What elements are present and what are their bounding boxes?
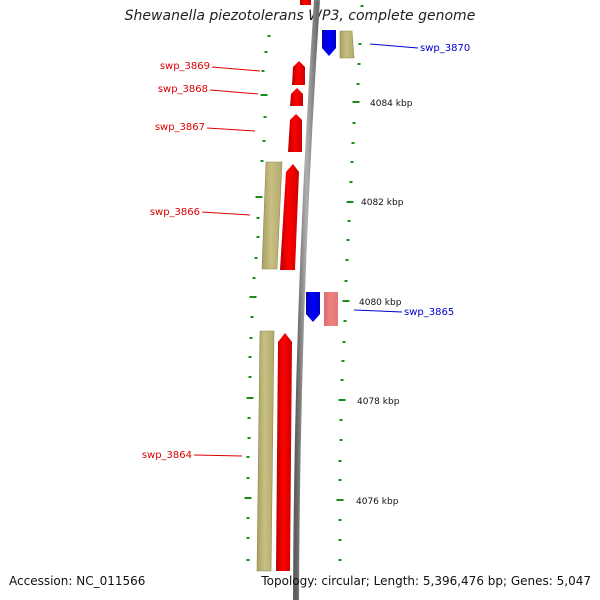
scale-tick [346, 239, 350, 241]
scale-tick [357, 63, 361, 65]
scale-tick [339, 439, 343, 441]
gene-label-leader [211, 66, 261, 72]
scale-tick [249, 296, 257, 298]
cds-arrow-swp_3865[interactable] [306, 292, 320, 322]
gene-label-swp_3870[interactable]: swp_3870 [420, 43, 470, 54]
scale-tick [347, 220, 351, 222]
scale-tick [350, 161, 354, 163]
scale-tick [248, 356, 252, 358]
scale-tick [267, 35, 271, 37]
gene-label-leader [353, 309, 403, 313]
gene-bar-swp_3866[interactable] [261, 161, 283, 270]
scale-tick [338, 399, 346, 401]
scale-tick [248, 376, 252, 378]
scale-tick [246, 559, 250, 561]
genome-backbone [293, 0, 320, 600]
scale-tick [247, 417, 251, 419]
gene-label-leader [201, 211, 251, 216]
scale-tick [358, 43, 362, 45]
gene-label-swp_3868[interactable]: swp_3868 [158, 84, 208, 95]
gene-bar-swp_3870[interactable] [339, 30, 355, 59]
scale-tick [349, 181, 353, 183]
cds-arrow-swp_3869[interactable] [292, 61, 305, 85]
scale-tick [246, 537, 250, 539]
scale-tick [247, 437, 251, 439]
cds-bar-swp_3865[interactable] [324, 292, 338, 326]
scale-label: 4076 kbp [356, 497, 399, 507]
scale-tick [352, 122, 356, 124]
scale-tick [338, 539, 342, 541]
cds-arrow-swp_3867[interactable] [288, 114, 302, 152]
gene-label-leader [209, 89, 259, 95]
scale-tick [244, 497, 252, 499]
gene-label-leader [206, 127, 256, 132]
genome-summary-text: Topology: circular; Length: 5,396,476 bp… [261, 574, 591, 588]
scale-tick [250, 316, 254, 318]
cds-arrow-swp_3870[interactable] [322, 30, 336, 56]
scale-label: 4080 kbp [359, 298, 402, 308]
scale-tick [246, 517, 250, 519]
scale-tick [256, 217, 260, 219]
scale-tick [256, 236, 260, 238]
gene-label-leader [369, 43, 419, 49]
scale-tick [341, 360, 345, 362]
scale-tick [246, 477, 250, 479]
scale-tick [262, 140, 266, 142]
scale-tick [249, 337, 253, 339]
scale-tick [360, 5, 364, 7]
scale-tick [351, 142, 355, 144]
scale-label: 4082 kbp [361, 198, 404, 208]
scale-label: 4078 kbp [357, 397, 400, 407]
gene-label-swp_3867[interactable]: swp_3867 [155, 122, 205, 133]
scale-tick [345, 259, 349, 261]
scale-tick [246, 397, 254, 399]
scale-tick [264, 51, 268, 53]
scale-tick [339, 419, 343, 421]
scale-tick [336, 499, 344, 501]
scale-tick [340, 379, 344, 381]
scale-tick [260, 94, 268, 96]
scale-tick [261, 70, 265, 72]
scale-tick [356, 83, 360, 85]
scale-tick [342, 341, 346, 343]
scale-tick [338, 519, 342, 521]
scale-tick [338, 460, 342, 462]
accession-text: Accession: NC_011566 [9, 574, 146, 588]
gene-bar-swp_3864[interactable] [256, 330, 275, 572]
scale-tick [344, 280, 348, 282]
scale-tick [254, 257, 258, 259]
scale-tick [263, 116, 267, 118]
scale-tick [346, 201, 354, 203]
cds-arrow-upstream[interactable] [300, 0, 311, 5]
scale-tick [338, 559, 342, 561]
scale-tick [260, 160, 264, 162]
map-title: Shewanella piezotolerans WP3, complete g… [124, 8, 476, 24]
scale-tick [252, 277, 256, 279]
scale-tick [338, 479, 342, 481]
cds-arrow-swp_3868[interactable] [290, 88, 303, 106]
scale-tick [352, 101, 360, 103]
scale-tick [255, 196, 263, 198]
gene-label-leader [193, 454, 243, 457]
cds-arrow-swp_3864[interactable] [276, 333, 292, 571]
gene-label-swp_3864[interactable]: swp_3864 [142, 450, 192, 461]
scale-tick [343, 320, 347, 322]
cds-arrow-swp_3866[interactable] [280, 164, 299, 270]
gene-label-swp_3866[interactable]: swp_3866 [150, 207, 200, 218]
scale-tick [342, 300, 350, 302]
scale-label: 4084 kbp [370, 99, 413, 109]
scale-tick [246, 456, 250, 458]
gene-label-swp_3869[interactable]: swp_3869 [160, 61, 210, 72]
gene-label-swp_3865[interactable]: swp_3865 [404, 307, 454, 318]
